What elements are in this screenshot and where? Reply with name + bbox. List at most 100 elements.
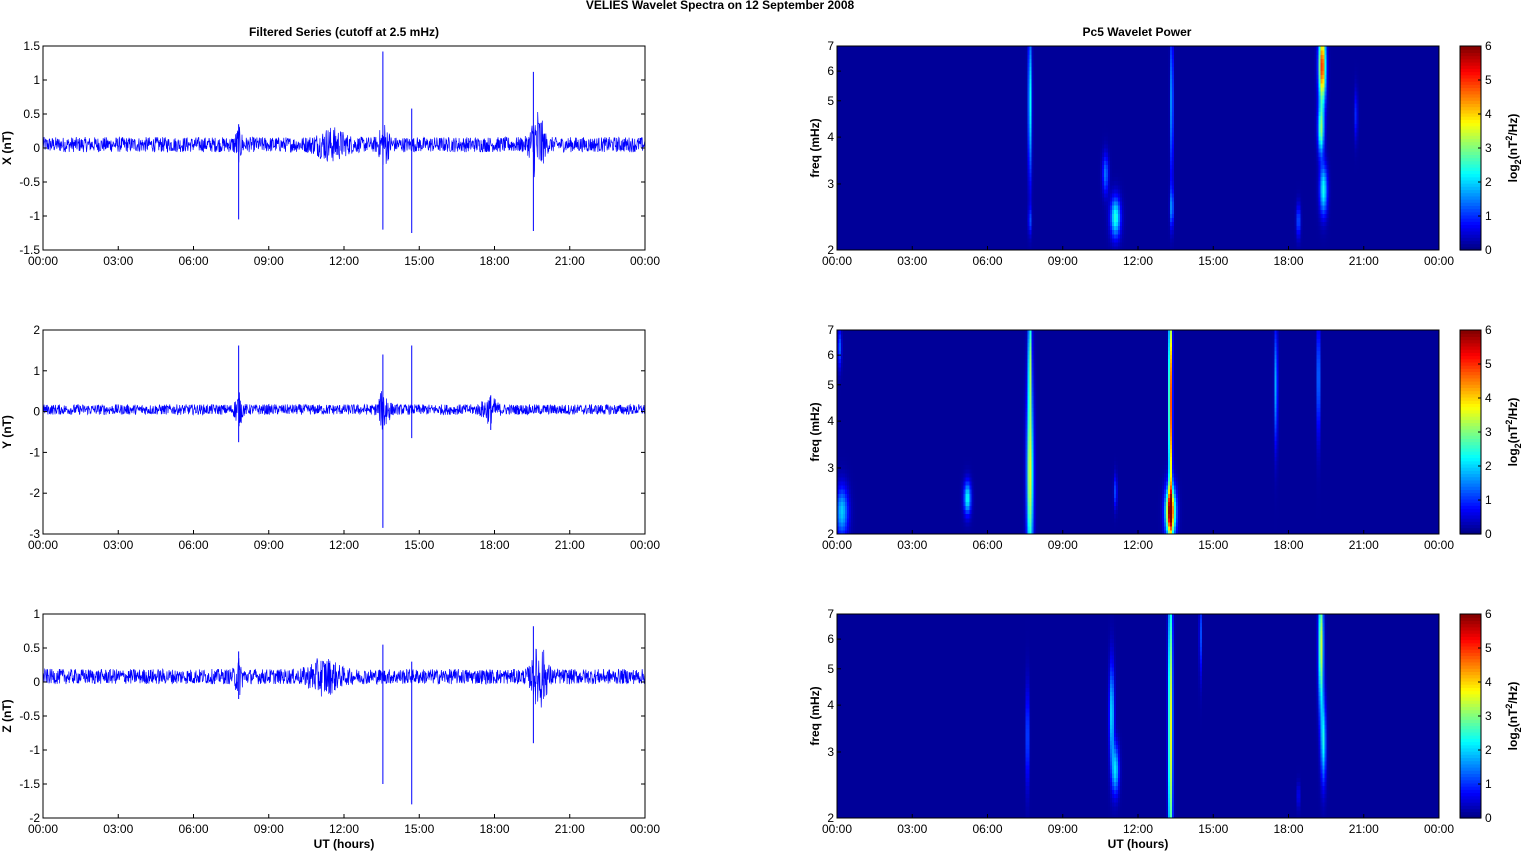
heatmap-cell bbox=[1025, 740, 1031, 746]
heatmap-cell bbox=[1322, 760, 1326, 766]
heatmap-cell bbox=[973, 505, 977, 511]
heatmap-cell bbox=[1320, 407, 1324, 413]
heatmap-cell bbox=[1174, 201, 1177, 206]
heatmap-cell bbox=[1296, 241, 1302, 247]
heatmap-cell bbox=[1164, 703, 1167, 709]
heatmap-cell bbox=[1320, 777, 1324, 782]
heatmap-cell bbox=[1320, 658, 1324, 664]
heatmap-cell bbox=[1314, 58, 1318, 63]
heatmap-cell bbox=[1099, 160, 1103, 165]
heatmap-cell bbox=[961, 501, 965, 507]
colorbar-swatch bbox=[1460, 65, 1481, 69]
heatmap-cell bbox=[1115, 691, 1119, 697]
heatmap-cell bbox=[1113, 464, 1117, 470]
colorbar-swatch bbox=[1460, 400, 1481, 404]
heatmap-cell bbox=[1198, 703, 1201, 709]
heatmap-cell bbox=[1278, 423, 1282, 429]
heatmap-cell bbox=[1111, 485, 1115, 490]
heatmap-cell bbox=[963, 489, 967, 494]
heatmap-cell bbox=[1121, 229, 1125, 235]
heatmap-cell bbox=[1332, 209, 1440, 214]
heatmap-cell bbox=[1164, 716, 1167, 721]
heatmap-cell bbox=[1322, 139, 1326, 145]
heatmap-cell bbox=[1166, 370, 1169, 376]
heatmap-cell bbox=[1168, 809, 1171, 815]
colorbar-swatch bbox=[1460, 132, 1481, 136]
heatmap-cell bbox=[1274, 440, 1278, 445]
heatmap-cell bbox=[1328, 642, 1440, 648]
heatmap-cell bbox=[1107, 143, 1111, 149]
heatmap-cell bbox=[1113, 650, 1117, 656]
heatmap-cell bbox=[839, 366, 842, 372]
heatmap-cell bbox=[971, 468, 975, 474]
heatmap-cell bbox=[1037, 334, 1167, 339]
heatmap-cell bbox=[1326, 801, 1330, 807]
heatmap-cell bbox=[837, 809, 1027, 815]
heatmap-cell bbox=[1318, 156, 1322, 161]
heatmap-cell bbox=[1322, 374, 1440, 380]
heatmap-cell bbox=[1176, 50, 1314, 55]
heatmap-cell bbox=[1115, 805, 1119, 811]
heatmap-cell bbox=[1166, 789, 1169, 795]
heatmap-cell bbox=[1326, 683, 1330, 689]
heatmap-cell bbox=[1111, 237, 1115, 243]
heatmap-cell bbox=[1115, 525, 1159, 531]
heatmap-cell bbox=[1176, 213, 1296, 218]
heatmap-cell bbox=[1314, 90, 1318, 96]
heatmap-cell bbox=[1172, 785, 1175, 791]
heatmap-cell bbox=[1328, 99, 1332, 104]
heatmap-cell bbox=[1172, 732, 1175, 737]
heatmap-cell bbox=[1107, 172, 1111, 178]
heatmap-cell bbox=[1314, 156, 1318, 161]
y-tick-label: 7 bbox=[827, 323, 834, 337]
heatmap-cell bbox=[1330, 152, 1354, 157]
heatmap-cell bbox=[1023, 448, 1027, 453]
heatmap-cell bbox=[1324, 793, 1328, 799]
heatmap-cell bbox=[1117, 732, 1121, 737]
heatmap-cell bbox=[1021, 472, 1025, 478]
heatmap-cell bbox=[1103, 176, 1107, 182]
heatmap-cell bbox=[855, 529, 858, 535]
heatmap-cell bbox=[1125, 192, 1129, 198]
heatmap-cell bbox=[1358, 70, 1440, 76]
heatmap-cell bbox=[1121, 213, 1125, 218]
heatmap-cell bbox=[1103, 143, 1107, 149]
heatmap-cell bbox=[1105, 760, 1109, 766]
heatmap-cell bbox=[1356, 148, 1360, 153]
heatmap-cell bbox=[1105, 658, 1109, 664]
heatmap-cell bbox=[1111, 675, 1115, 680]
heatmap-cell bbox=[1330, 127, 1354, 133]
heatmap-cell bbox=[1027, 143, 1031, 149]
heatmap-cell bbox=[1107, 773, 1111, 778]
heatmap-cell bbox=[1176, 809, 1298, 815]
heatmap-cell bbox=[1109, 724, 1113, 729]
heatmap-cell bbox=[1029, 691, 1033, 697]
heatmap-cell bbox=[1274, 436, 1278, 441]
heatmap-cell bbox=[1166, 452, 1169, 458]
heatmap-cell bbox=[1107, 789, 1111, 795]
heatmap-cell bbox=[1103, 213, 1107, 218]
heatmap-cell bbox=[1031, 370, 1035, 376]
heatmap-cell bbox=[1111, 205, 1115, 210]
heatmap-cell bbox=[1127, 229, 1169, 235]
heatmap-cell bbox=[1037, 501, 1041, 507]
heatmap-cell bbox=[1109, 809, 1113, 815]
heatmap-cell bbox=[1318, 654, 1322, 660]
heatmap-cell bbox=[1314, 346, 1318, 351]
x-axis-label: UT (hours) bbox=[314, 837, 375, 851]
heatmap-cell bbox=[1316, 728, 1320, 733]
heatmap-cell bbox=[959, 476, 963, 482]
heatmap-cell bbox=[1322, 732, 1326, 737]
heatmap-cell bbox=[1021, 387, 1025, 392]
heatmap-cell bbox=[1322, 330, 1440, 335]
heatmap-cell bbox=[1172, 387, 1175, 392]
heatmap-cell bbox=[1178, 517, 1181, 523]
heatmap-cell bbox=[1029, 115, 1033, 121]
heatmap-cell bbox=[1168, 188, 1171, 194]
heatmap-cell bbox=[1274, 485, 1278, 490]
heatmap-cell bbox=[1276, 358, 1280, 364]
heatmap-cell bbox=[1316, 781, 1320, 786]
heatmap-cell bbox=[1354, 66, 1358, 72]
heatmap-cell bbox=[1105, 160, 1109, 165]
